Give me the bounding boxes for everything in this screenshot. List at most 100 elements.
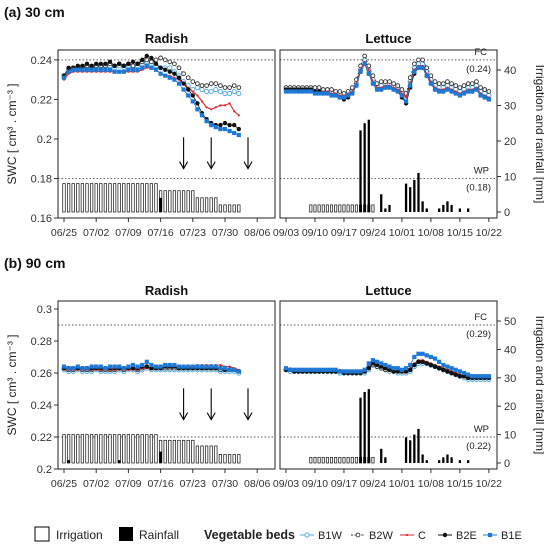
irrigation-bar [317,204,321,213]
marker-c-35 [223,104,227,107]
y-right-tick-label: 10 [504,172,516,184]
x-tick-label: 07/16 [147,478,173,490]
irrigation-bar [71,183,75,213]
legend-irrigation-swatch [34,526,50,542]
marker-b1e-32 [209,123,214,128]
marker-b1e-41 [453,367,458,372]
marker-b1e-19 [149,362,154,368]
marker-b1e-8 [317,367,322,372]
rainfall-bar [384,457,387,463]
irrigation-bar [342,456,346,464]
x-tick-label: 07/09 [115,478,141,490]
marker-b1e-4 [300,89,305,94]
series-b1e [283,351,491,379]
irrigation-bar [321,456,325,464]
marker-b1e-33 [213,124,218,130]
marker-b2w-13 [337,89,343,94]
marker-b2e-15 [130,59,136,65]
legend-item-label: B1E [501,530,522,542]
legend-rainfall-swatch [119,527,133,541]
y-left-tick-label: 0.24 [31,400,52,412]
marker-b2w-35 [222,85,228,90]
marker-b1e-44 [466,89,471,94]
irrigation-bar [181,190,186,213]
marker-b1e-13 [121,69,126,74]
panel-title: Lettuce [365,31,411,46]
rainfall-bar [446,454,449,463]
marker-b1e-32 [416,351,421,356]
marker-b1e-36 [432,87,438,92]
marker-b1e-28 [190,364,195,369]
marker-b2w-44 [465,81,471,86]
irrigation-bar [154,434,158,464]
marker-b1e-15 [346,369,351,374]
marker-b2e-23 [167,69,172,74]
marker-b2e-20 [153,61,159,67]
marker-b2w-27 [185,75,191,81]
x-tick-label: 07/30 [212,478,238,490]
marker-b1e-12 [117,69,122,74]
marker-b2e-27 [186,87,191,92]
marker-c-34 [219,104,222,107]
irrigation-bar [309,204,313,213]
y-left-tick-label: 0.22 [31,94,52,106]
marker-b1e-27 [395,366,400,371]
y-right-tick-label: 30 [504,373,516,385]
marker-b1e-13 [337,369,342,374]
irrigation-bar [177,439,181,464]
marker-b1e-45 [470,374,475,379]
rainfall-bar [442,457,445,463]
marker-b1e-23 [167,362,172,368]
x-tick-label: 10/08 [418,227,444,239]
marker-b1e-36 [227,367,232,372]
irrigation-bar [346,456,350,464]
marker-b1e-29 [403,99,409,104]
marker-c-29 [196,94,199,97]
rainfall-bar [450,204,453,212]
marker-b1e-6 [308,89,313,94]
marker-b2w-25 [387,79,392,84]
marker-b1w-31 [204,88,210,95]
marker-b2w-24 [383,79,388,84]
marker-b1e-3 [296,89,301,94]
marker-b2e-3 [75,63,81,69]
marker-b2e-4 [80,63,85,69]
panel-title: Radish [145,283,188,298]
marker-c-legend [405,533,409,537]
marker-b2w-26 [391,81,396,86]
irrigation-bar [177,190,181,213]
y-right-tick-label: 0 [504,207,510,219]
x-tick-label: 07/02 [83,478,109,490]
marker-b1e-24 [383,362,388,368]
y-left-tick-label: 0.2 [37,464,52,476]
marker-b1e-16 [135,67,140,72]
legend-item-b2w: B2W [351,530,393,542]
marker-b2e-38 [441,367,446,372]
arrow-head [206,412,216,421]
legend-item-label: B1W [318,530,342,542]
marker-b1e-11 [329,367,334,372]
marker-b1e-13 [121,366,126,371]
marker-b1e-11 [112,364,117,369]
y-right-tick-label: 0 [504,458,510,470]
charts: (a) 30 cm SWC [ cm³ . cm⁻³ ] Irrigation an… [4,4,544,490]
marker-b1w-23 [167,65,173,71]
marker-b2e-31 [412,362,417,368]
x-tick-label: 07/23 [180,227,206,239]
irrigation-bar [330,204,334,213]
marker-b1e-9 [103,366,108,371]
chart-30cm: (a) 30 cm SWC [ cm³ . cm⁻³ ] Irrigation an… [4,4,544,239]
rainfall-bar [417,428,420,463]
marker-b2w-24 [172,61,177,67]
irrigation-bar [71,434,75,464]
marker-b1e-25 [387,85,392,90]
marker-b2w-25 [176,65,182,71]
marker-b2e-37 [232,122,237,128]
marker-b1e-21 [370,81,376,86]
marker-b1e-37 [437,359,442,364]
marker-b1e-35 [222,126,228,132]
x-tick-label: 10/15 [447,478,473,490]
marker-b1e-33 [420,65,425,70]
marker-b1e-0 [61,364,67,369]
y-left-tick-label: 0.18 [31,173,52,185]
